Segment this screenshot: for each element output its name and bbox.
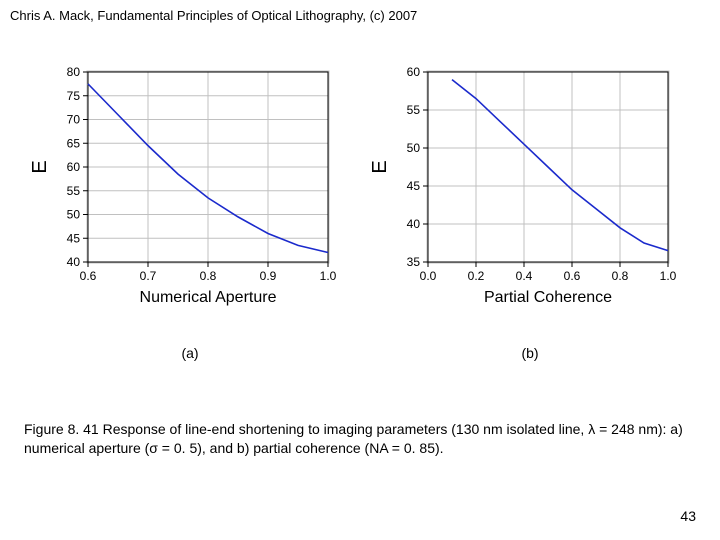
chart-a-wrap: 0.6 0.7 0.8 0.9 1.0 40 45 50 55 60 65 70 75 80 Numeric… <box>30 60 350 361</box>
chart-b-sublabel: (b) <box>521 345 538 361</box>
svg-text:Numerical Aperture: Numerical Aperture <box>140 289 277 306</box>
svg-text:0.0: 0.0 <box>420 269 437 283</box>
svg-text:0.8: 0.8 <box>612 269 629 283</box>
chart-b-wrap: 0.0 0.2 0.4 0.6 0.8 1.0 35 40 45 50 55 60 Partial Co… <box>370 60 690 361</box>
svg-text:0.6: 0.6 <box>80 269 97 283</box>
svg-text:50: 50 <box>407 141 421 155</box>
svg-text:70: 70 <box>67 113 81 127</box>
svg-text:55: 55 <box>67 184 81 198</box>
page-number: 43 <box>680 508 696 524</box>
svg-text:55: 55 <box>407 103 421 117</box>
svg-text:35: 35 <box>407 255 421 269</box>
svg-text:0.9: 0.9 <box>260 269 277 283</box>
svg-text:40: 40 <box>67 255 81 269</box>
svg-text:40: 40 <box>407 217 421 231</box>
svg-text:0.8: 0.8 <box>200 269 217 283</box>
svg-text:65: 65 <box>67 136 81 150</box>
svg-text:Partial Coherence: Partial Coherence <box>484 289 612 306</box>
chart-a-sublabel: (a) <box>181 345 198 361</box>
svg-text:E: E <box>30 160 51 173</box>
svg-text:50: 50 <box>67 208 81 222</box>
chart-a: 0.6 0.7 0.8 0.9 1.0 40 45 50 55 60 65 70 75 80 Numeric… <box>30 60 350 315</box>
svg-text:75: 75 <box>67 89 81 103</box>
svg-text:80: 80 <box>67 65 81 79</box>
chart-b: 0.0 0.2 0.4 0.6 0.8 1.0 35 40 45 50 55 60 Partial Co… <box>370 60 690 315</box>
svg-text:1.0: 1.0 <box>660 269 677 283</box>
page-header: Chris A. Mack, Fundamental Principles of… <box>10 8 417 23</box>
svg-text:0.7: 0.7 <box>140 269 157 283</box>
svg-text:45: 45 <box>407 179 421 193</box>
svg-text:0.2: 0.2 <box>468 269 485 283</box>
svg-text:60: 60 <box>407 65 421 79</box>
svg-text:0.4: 0.4 <box>516 269 533 283</box>
caption-sigma: σ <box>149 440 158 456</box>
svg-text:60: 60 <box>67 160 81 174</box>
charts-row: 0.6 0.7 0.8 0.9 1.0 40 45 50 55 60 65 70 75 80 Numeric… <box>30 60 690 361</box>
svg-text:E: E <box>370 160 391 173</box>
svg-text:1.0: 1.0 <box>320 269 337 283</box>
figure-caption: Figure 8. 41 Response of line-end shorte… <box>24 420 696 458</box>
svg-text:45: 45 <box>67 231 81 245</box>
caption-text-3: = 0. 5), and b) partial coherence (NA = … <box>158 440 444 456</box>
svg-text:0.6: 0.6 <box>564 269 581 283</box>
caption-text-1: Figure 8. 41 Response of line-end shorte… <box>24 421 588 437</box>
